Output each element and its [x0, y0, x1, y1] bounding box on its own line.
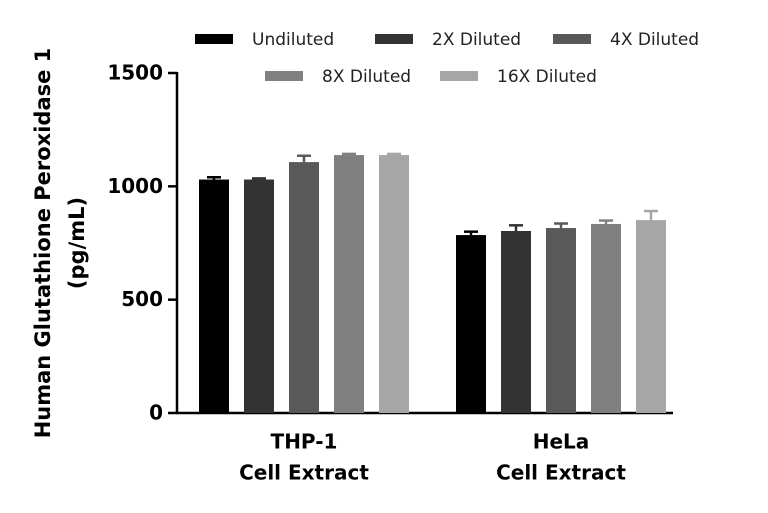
error-bar [207, 176, 221, 180]
x-tick-label: HeLa [533, 430, 590, 454]
bar [456, 235, 486, 413]
y-axis-label: (pg/mL) [65, 197, 89, 289]
bar [636, 220, 666, 413]
legend-label: 4X Diluted [610, 30, 699, 50]
legend-swatch [375, 34, 413, 44]
bar [334, 155, 364, 413]
error-bar [554, 222, 568, 229]
legend-swatch [440, 71, 478, 81]
bar [591, 223, 621, 413]
y-axis-label: Human Glutathione Peroxidase 1 [31, 48, 55, 439]
x-tick-label: Cell Extract [239, 461, 369, 485]
y-tick-label: 1000 [107, 174, 163, 198]
error-bar [252, 177, 266, 180]
legend-swatch [195, 34, 233, 44]
legend-swatch [265, 71, 303, 81]
legend-label: 2X Diluted [432, 30, 521, 50]
error-bar [342, 152, 356, 156]
legend-label: Undiluted [252, 30, 334, 50]
error-bar [599, 219, 613, 224]
bar [546, 228, 576, 413]
y-tick-label: 500 [121, 287, 163, 311]
error-bar [509, 224, 523, 231]
y-tick-label: 1500 [107, 61, 163, 85]
bar [244, 179, 274, 413]
legend-label: 8X Diluted [322, 67, 411, 87]
legend-swatch [553, 34, 591, 44]
legend-label: 16X Diluted [497, 67, 597, 87]
bar [289, 162, 319, 413]
error-bar [464, 230, 478, 236]
error-bar [644, 209, 658, 221]
x-tick-label: THP-1 [271, 430, 338, 454]
x-tick-label: Cell Extract [496, 461, 626, 485]
y-tick-label: 0 [149, 401, 163, 425]
error-bar [387, 152, 401, 156]
bar [199, 179, 229, 413]
bar [379, 155, 409, 413]
error-bar [297, 154, 311, 163]
bar [501, 230, 531, 413]
